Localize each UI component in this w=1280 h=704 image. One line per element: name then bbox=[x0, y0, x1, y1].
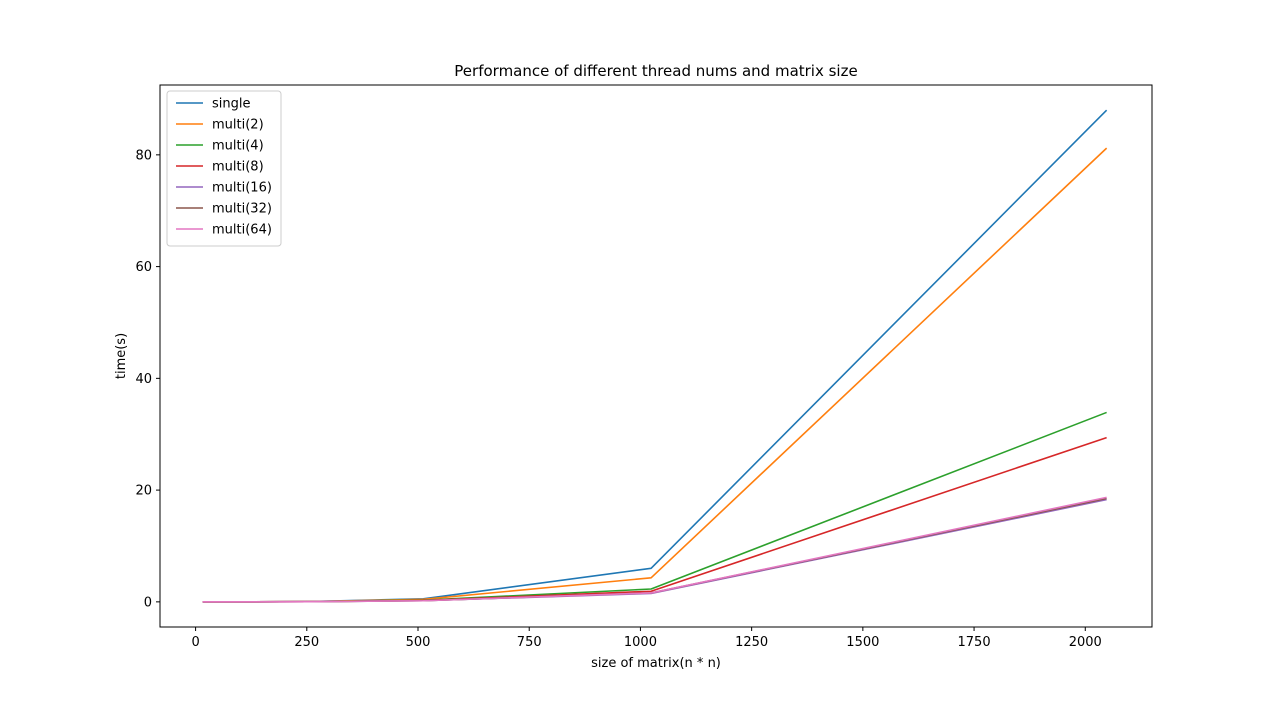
x-tick-label: 0 bbox=[191, 635, 199, 650]
legend-label-multi(4): multi(4) bbox=[212, 139, 264, 154]
legend-label-multi(8): multi(8) bbox=[212, 160, 264, 175]
legend: single multi(2) multi(4) multi(8) multi(16) m… bbox=[166, 90, 282, 247]
y-tick-label: 20 bbox=[135, 484, 152, 499]
legend-label-multi(32): multi(32) bbox=[212, 202, 272, 217]
x-tick-label: 1250 bbox=[735, 635, 768, 650]
x-tick-label: 2000 bbox=[1069, 635, 1102, 650]
x-tick-label: 1000 bbox=[624, 635, 657, 650]
x-tick-label: 250 bbox=[294, 635, 319, 650]
x-tick-label: 1500 bbox=[846, 635, 879, 650]
x-axis-label: size of matrix(n * n) bbox=[591, 656, 721, 671]
y-axis-label: time(s) bbox=[114, 333, 129, 379]
y-tick-label: 40 bbox=[135, 372, 152, 387]
x-axis-ticks: 0 250 500 750 1000 1250 1500 1750 2000 bbox=[191, 627, 1102, 650]
y-axis-ticks: 0 20 40 60 80 bbox=[135, 148, 160, 610]
legend-label-single: single bbox=[212, 97, 251, 112]
chart-title: Performance of different thread nums and… bbox=[454, 62, 857, 80]
plot-background bbox=[160, 85, 1152, 627]
y-tick-label: 80 bbox=[135, 148, 152, 163]
plot-area bbox=[159, 84, 1153, 628]
x-tick-label: 1750 bbox=[958, 635, 991, 650]
x-tick-label: 500 bbox=[406, 635, 431, 650]
x-tick-label: 750 bbox=[517, 635, 542, 650]
legend-label-multi(64): multi(64) bbox=[212, 223, 272, 238]
y-tick-label: 0 bbox=[144, 595, 152, 610]
legend-label-multi(2): multi(2) bbox=[212, 118, 264, 133]
y-tick-label: 60 bbox=[135, 260, 152, 275]
series-line-multi(64) bbox=[202, 496, 1107, 603]
plot-frame bbox=[159, 84, 1153, 628]
legend-label-multi(16): multi(16) bbox=[212, 181, 272, 196]
